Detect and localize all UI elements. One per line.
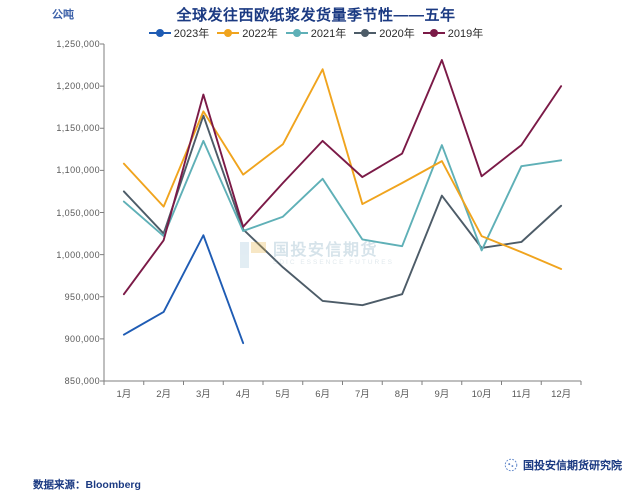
series-line-2021年 [122, 139, 563, 252]
x-tick-label: 4月 [235, 389, 251, 400]
watermark-cn-text: 国投安信期货 [273, 242, 379, 260]
brand-footer: 国投安信期货研究院 [504, 457, 622, 473]
y-tick-label: 1,250,000 [56, 39, 100, 49]
y-tick-label: 1,050,000 [56, 207, 100, 218]
series-line-2019年 [122, 59, 563, 296]
legend-item-2023年[interactable]: 2023年 [148, 25, 210, 41]
x-tick-label: 8月 [394, 389, 410, 400]
x-tick-label: 11月 [511, 389, 532, 400]
series-line-2020年 [122, 114, 563, 307]
brand-seal-icon [504, 458, 518, 472]
x-tick-label: 3月 [195, 389, 211, 400]
legend-label: 2022年 [242, 28, 278, 40]
y-axis-tick-labels: 1,250,000 1,200,000 1,150,000 1,100,000 1,05… [0, 0, 100, 504]
y-tick-label: 900,000 [64, 333, 100, 344]
legend-item-2022年[interactable]: 2022年 [217, 25, 278, 41]
legend-item-2020年[interactable]: 2020年 [354, 25, 415, 41]
series-line-2023年 [122, 234, 245, 345]
legend-marker-icon [148, 28, 171, 38]
watermark: 国投安信期货 SDIC ESSENCE FUTURES [240, 242, 394, 268]
y-tick-label: 1,000,000 [56, 249, 100, 260]
data-source-note: 数据来源：Bloomberg [33, 479, 141, 491]
legend-marker-icon [285, 28, 308, 38]
y-tick-label: 950,000 [64, 291, 100, 302]
watermark-en-text: SDIC ESSENCE FUTURES [273, 258, 394, 266]
y-axis-unit-label: 公吨 [52, 9, 74, 21]
chart-legend: 2023年 2022年 2021年 2020年 2019年 [126, 25, 506, 41]
x-tick-label: 1月 [116, 389, 132, 400]
legend-marker-icon [422, 28, 445, 38]
y-tick-label: 1,100,000 [56, 165, 100, 176]
legend-item-2021年[interactable]: 2021年 [285, 25, 347, 41]
x-tick-label: 9月 [434, 389, 450, 400]
y-tick-label: 850,000 [64, 376, 100, 386]
legend-label: 2019年 [447, 28, 484, 40]
plot-area [122, 59, 563, 345]
legend-label: 2023年 [173, 28, 210, 40]
watermark-logo-icon [240, 242, 266, 268]
legend-label: 2021年 [310, 28, 347, 40]
legend-marker-icon [354, 28, 377, 38]
x-tick-label: 7月 [354, 389, 370, 400]
legend-item-2019年[interactable]: 2019年 [422, 25, 484, 41]
x-tick-label: 5月 [275, 389, 291, 400]
series-line-2022年 [122, 68, 563, 270]
brand-name-label: 国投安信期货研究院 [523, 460, 622, 472]
chart-title: 全球发往西欧纸浆发货量季节性——五年 [176, 7, 456, 24]
x-tick-label: 12月 [551, 389, 572, 400]
x-tick-label: 6月 [315, 389, 331, 400]
legend-marker-icon [217, 28, 240, 38]
legend-label: 2020年 [379, 28, 415, 40]
x-tick-label: 10月 [471, 389, 492, 400]
x-tick-label: 2月 [156, 389, 172, 400]
y-tick-label: 1,200,000 [56, 81, 100, 92]
y-tick-label: 1,150,000 [56, 123, 100, 134]
